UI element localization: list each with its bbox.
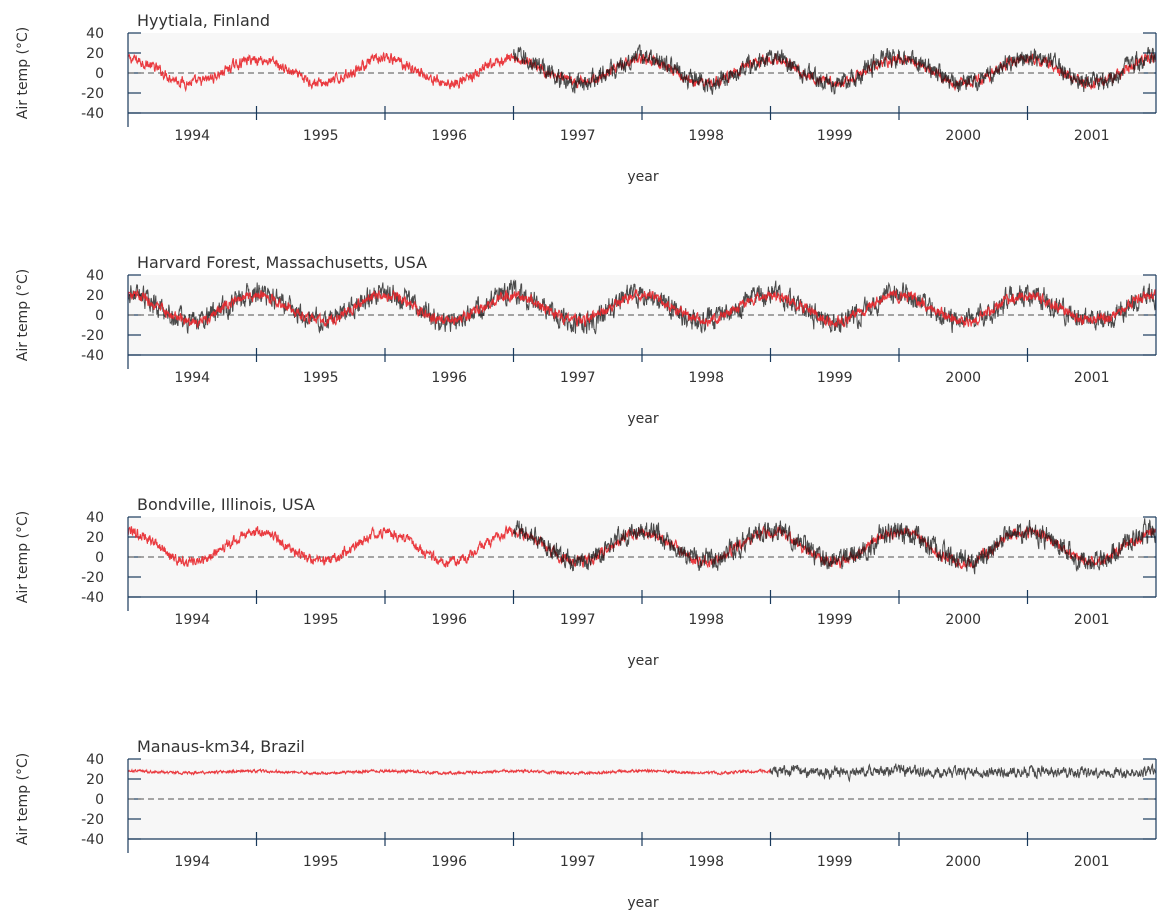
x-tick-label: 1998: [688, 128, 724, 144]
y-tick-label: -40: [81, 348, 104, 364]
x-axis-label: year: [627, 411, 658, 427]
x-tick-label: 1998: [688, 854, 724, 870]
x-tick-label: 2000: [945, 854, 981, 870]
x-tick-label: 1995: [303, 128, 339, 144]
x-tick-label: 1994: [174, 370, 210, 386]
y-tick-label: 40: [86, 510, 104, 526]
panel-2: Harvard Forest, Massachusetts, USA Air te…: [15, 253, 1157, 427]
y-axis-label: Air temp (°C): [15, 27, 31, 119]
y-tick-label: 0: [95, 550, 104, 566]
y-tick-label: 20: [86, 288, 104, 304]
x-tick-label: 1995: [303, 612, 339, 628]
y-tick-label: 0: [95, 792, 104, 808]
panel-3: Bondville, Illinois, USA Air temp (°C) 40 2…: [15, 495, 1157, 669]
y-tick-label: 40: [86, 268, 104, 284]
series-line-2: [127, 289, 1157, 328]
x-axis-label: year: [627, 653, 658, 669]
y-axis-label: Air temp (°C): [15, 753, 31, 845]
x-tick-label: 1997: [560, 854, 596, 870]
panel-title: Manaus-km34, Brazil: [137, 737, 305, 756]
y-tick-label: 40: [86, 26, 104, 42]
panel-title: Bondville, Illinois, USA: [137, 495, 315, 514]
x-tick-label: 1996: [431, 854, 467, 870]
y-tick-label: -20: [81, 328, 104, 344]
x-tick-label: 1994: [174, 128, 210, 144]
y-tick-label: -40: [81, 106, 104, 122]
x-tick-label: 1997: [560, 128, 596, 144]
series-line-1: [127, 768, 771, 776]
x-tick-label: 1999: [817, 612, 853, 628]
y-tick-label: -40: [81, 832, 104, 848]
x-tick-label: 1997: [560, 370, 596, 386]
x-tick-label: 1995: [303, 370, 339, 386]
panel-title: Hyytiala, Finland: [137, 11, 270, 30]
panel-1: Hyytiala, Finland Air temp (°C) 40 20 0 -20 -4…: [15, 11, 1157, 185]
y-axis-label: Air temp (°C): [15, 511, 31, 603]
y-tick-label: 40: [86, 752, 104, 768]
x-tick-label: 2001: [1074, 128, 1110, 144]
y-tick-label: 0: [95, 66, 104, 82]
x-tick-label: 1999: [817, 854, 853, 870]
x-tick-label: 1996: [431, 612, 467, 628]
x-tick-label: 2000: [945, 370, 981, 386]
x-axis-label: year: [627, 895, 658, 911]
panel-title: Harvard Forest, Massachusetts, USA: [137, 253, 427, 272]
x-tick-label: 2000: [945, 612, 981, 628]
series-line-2: [513, 518, 1157, 575]
x-tick-label: 2001: [1074, 370, 1110, 386]
x-tick-label: 1998: [688, 612, 724, 628]
x-axis-label: year: [627, 169, 658, 185]
x-tick-label: 2001: [1074, 612, 1110, 628]
y-tick-label: -40: [81, 590, 104, 606]
y-tick-label: 20: [86, 46, 104, 62]
y-tick-label: 20: [86, 772, 104, 788]
x-tick-label: 1997: [560, 612, 596, 628]
y-axis-label: Air temp (°C): [15, 269, 31, 361]
x-tick-label: 1996: [431, 128, 467, 144]
series-line-2: [770, 762, 1157, 783]
x-tick-label: 1999: [817, 128, 853, 144]
x-tick-label: 2001: [1074, 854, 1110, 870]
y-tick-label: -20: [81, 812, 104, 828]
x-tick-label: 1996: [431, 370, 467, 386]
panel-4: Manaus-km34, Brazil Air temp (°C) 40 20 0 -20…: [15, 737, 1157, 911]
x-tick-label: 1995: [303, 854, 339, 870]
series-line-2: [513, 43, 1157, 95]
x-tick-label: 1994: [174, 854, 210, 870]
x-tick-label: 1994: [174, 612, 210, 628]
x-tick-label: 2000: [945, 128, 981, 144]
y-tick-label: -20: [81, 570, 104, 586]
y-tick-label: 20: [86, 530, 104, 546]
y-tick-label: -20: [81, 86, 104, 102]
x-tick-label: 1999: [817, 370, 853, 386]
y-tick-label: 0: [95, 308, 104, 324]
x-tick-label: 1998: [688, 370, 724, 386]
